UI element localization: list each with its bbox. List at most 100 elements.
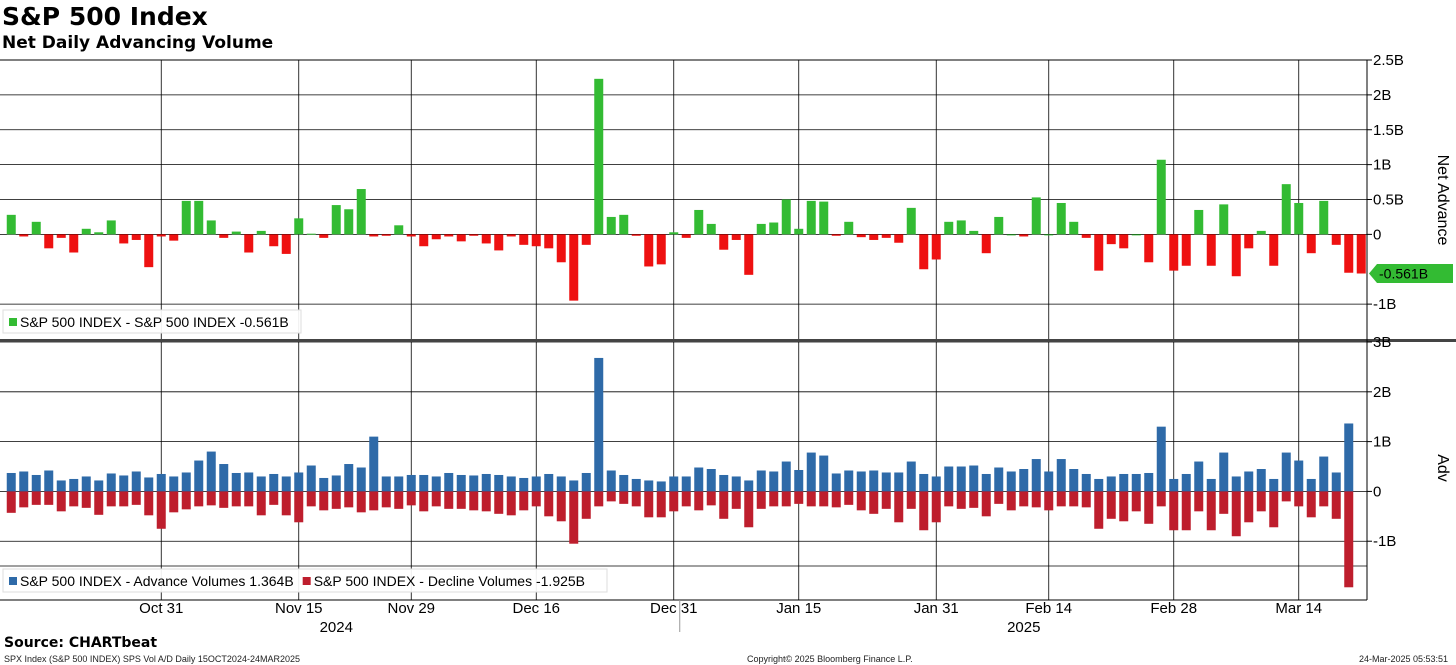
decline-bar-57 bbox=[719, 491, 729, 519]
advance-bar-101 bbox=[1269, 478, 1279, 492]
net-bar-36 bbox=[456, 234, 466, 242]
net-bar-42 bbox=[531, 234, 541, 247]
decline-bar-37 bbox=[469, 491, 479, 511]
p2-legend-swatch-1 bbox=[302, 577, 311, 585]
decline-bar-35 bbox=[444, 491, 454, 509]
net-bar-5 bbox=[69, 234, 79, 253]
decline-bar-5 bbox=[69, 491, 79, 507]
advance-bar-9 bbox=[119, 475, 129, 492]
source-note: Source: CHARTbeat bbox=[4, 635, 158, 651]
advance-bar-5 bbox=[69, 478, 79, 492]
net-bar-96 bbox=[1206, 234, 1216, 266]
net-bar-39 bbox=[494, 234, 504, 251]
decline-bar-62 bbox=[781, 491, 791, 507]
advance-bar-81 bbox=[1019, 469, 1029, 492]
decline-bar-29 bbox=[369, 491, 379, 511]
p2-legend-swatch-0 bbox=[9, 577, 17, 585]
net-bar-101 bbox=[1269, 234, 1279, 266]
net-bar-83 bbox=[1044, 234, 1054, 236]
advance-bar-36 bbox=[456, 474, 466, 492]
net-bar-24 bbox=[306, 233, 316, 235]
advance-bar-39 bbox=[494, 474, 504, 492]
decline-bar-75 bbox=[944, 491, 954, 507]
net-bar-78 bbox=[981, 234, 991, 254]
decline-bar-93 bbox=[1169, 491, 1179, 531]
advance-bar-57 bbox=[719, 474, 729, 492]
decline-bar-17 bbox=[219, 491, 229, 508]
advance-bar-89 bbox=[1119, 473, 1129, 492]
decline-bar-84 bbox=[1056, 491, 1066, 507]
advance-bar-104 bbox=[1306, 478, 1316, 492]
advance-bar-95 bbox=[1194, 461, 1204, 492]
footer-security-info: SPX Index (S&P 500 INDEX) SPS Vol A/D Da… bbox=[4, 654, 300, 664]
net-bar-4 bbox=[56, 234, 66, 238]
p2-y-tick-label-4: 3B bbox=[1373, 334, 1391, 351]
advance-bar-37 bbox=[469, 475, 479, 492]
decline-bar-91 bbox=[1144, 491, 1154, 524]
net-bar-18 bbox=[231, 231, 241, 235]
net-bar-26 bbox=[331, 205, 341, 235]
decline-bar-87 bbox=[1094, 491, 1104, 529]
net-bar-29 bbox=[369, 234, 379, 237]
net-bar-70 bbox=[881, 234, 891, 238]
advance-bar-99 bbox=[1244, 471, 1254, 492]
net-bar-106 bbox=[1331, 234, 1341, 245]
net-bar-99 bbox=[1244, 234, 1254, 249]
advance-bar-21 bbox=[269, 473, 279, 492]
p1-legend-swatch-0 bbox=[9, 318, 17, 326]
advance-bar-77 bbox=[969, 465, 979, 492]
net-bar-15 bbox=[194, 200, 204, 235]
x-year-label-1: 2025 bbox=[1007, 619, 1040, 636]
decline-bar-94 bbox=[1181, 491, 1191, 531]
advance-bar-72 bbox=[906, 461, 916, 492]
advance-bar-98 bbox=[1231, 476, 1241, 492]
decline-bar-47 bbox=[594, 491, 604, 507]
decline-bar-27 bbox=[344, 491, 354, 508]
net-bar-72 bbox=[906, 207, 916, 235]
advance-bar-6 bbox=[81, 476, 91, 492]
decline-bar-53 bbox=[669, 491, 679, 512]
net-bar-98 bbox=[1231, 234, 1241, 277]
net-bar-65 bbox=[819, 201, 829, 235]
net-bar-86 bbox=[1081, 234, 1091, 238]
net-bar-77 bbox=[969, 230, 979, 235]
decline-bar-89 bbox=[1119, 491, 1129, 522]
x-tick-label-8: Feb 28 bbox=[1150, 600, 1197, 617]
advance-bar-28 bbox=[356, 467, 366, 492]
net-bar-23 bbox=[294, 218, 304, 235]
x-year-label-0: 2024 bbox=[320, 619, 353, 636]
advance-bar-60 bbox=[756, 470, 766, 492]
advance-bar-102 bbox=[1281, 452, 1291, 492]
decline-bar-61 bbox=[769, 491, 779, 507]
advance-bar-11 bbox=[144, 477, 154, 492]
advance-bar-20 bbox=[256, 476, 266, 492]
advance-bar-32 bbox=[406, 474, 416, 492]
decline-bar-103 bbox=[1294, 491, 1304, 507]
advance-bar-62 bbox=[781, 461, 791, 492]
advance-bar-103 bbox=[1294, 460, 1304, 492]
net-bar-33 bbox=[419, 234, 429, 247]
decline-bar-39 bbox=[494, 491, 504, 514]
net-bar-103 bbox=[1294, 202, 1304, 235]
advance-bar-66 bbox=[831, 473, 841, 492]
net-bar-41 bbox=[519, 234, 529, 245]
advance-bar-33 bbox=[419, 474, 429, 492]
advance-bar-87 bbox=[1094, 478, 1104, 492]
p2-legend-label-1: S&P 500 INDEX - Decline Volumes -1.925B bbox=[314, 573, 585, 589]
decline-bar-69 bbox=[869, 491, 879, 514]
x-tick-label-2: Nov 29 bbox=[387, 600, 435, 617]
advance-bar-61 bbox=[769, 471, 779, 492]
advance-bar-40 bbox=[506, 476, 516, 492]
decline-bar-33 bbox=[419, 491, 429, 512]
decline-bar-44 bbox=[556, 491, 566, 522]
net-bar-34 bbox=[431, 234, 441, 240]
decline-bar-24 bbox=[306, 491, 316, 507]
net-bar-59 bbox=[744, 234, 754, 275]
decline-bar-8 bbox=[106, 491, 116, 507]
net-bar-28 bbox=[356, 189, 366, 235]
decline-bar-52 bbox=[656, 491, 666, 518]
net-bar-61 bbox=[769, 222, 779, 235]
decline-bar-83 bbox=[1044, 491, 1054, 511]
net-bar-30 bbox=[381, 234, 391, 236]
decline-bar-10 bbox=[131, 491, 141, 505]
